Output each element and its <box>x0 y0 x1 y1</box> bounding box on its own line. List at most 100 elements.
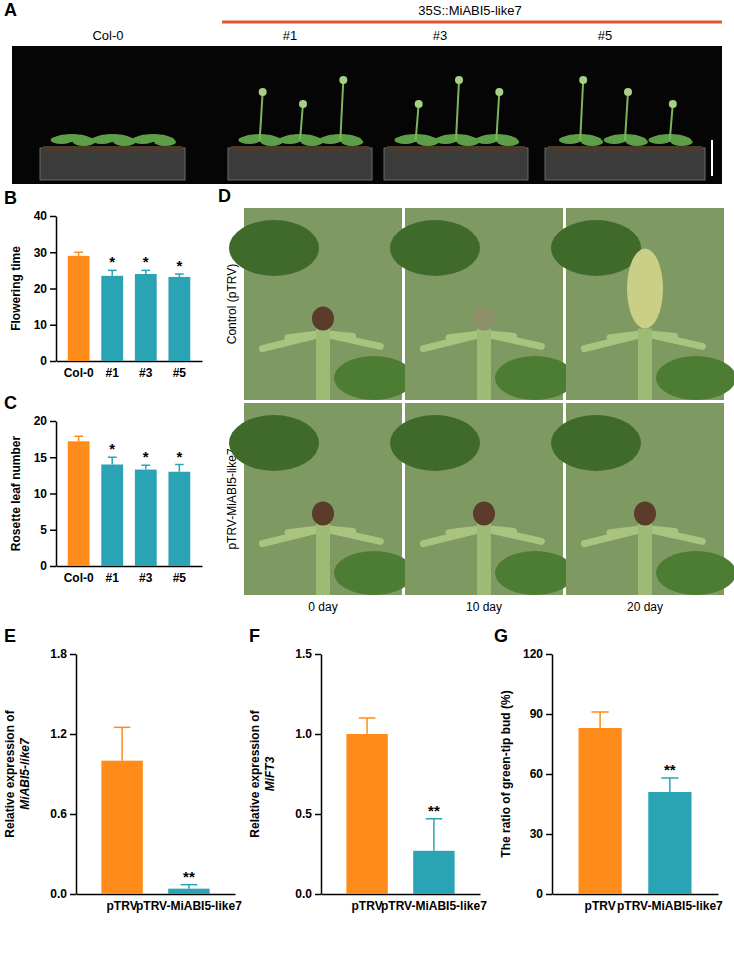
marks <box>68 436 191 566</box>
bar <box>346 734 387 894</box>
tick-label: pTRV <box>585 899 616 913</box>
leaf <box>279 136 301 144</box>
stem <box>260 92 263 140</box>
petiole <box>262 334 323 349</box>
tick: pTRV <box>352 899 383 913</box>
leaf <box>495 356 575 400</box>
tick-label: pTRV-MiABI5-like7 <box>617 899 723 913</box>
petiole <box>645 529 702 542</box>
bar <box>101 465 123 567</box>
tick-label: 0.6 <box>50 807 67 821</box>
petiole <box>423 334 484 349</box>
tick-label: #1 <box>106 366 120 380</box>
photo-label: #3 <box>433 28 447 43</box>
x-axis: pTRVpTRV-MiABI5-like7 <box>322 895 488 913</box>
y-axis: 05101520 <box>34 414 57 573</box>
tick-mark <box>546 714 552 716</box>
bar-chart: 0.00.51.01.5pTRVpTRV-MiABI5-like7**Relat… <box>248 626 487 913</box>
axis-line <box>553 894 719 896</box>
leaf <box>229 220 319 276</box>
tick: 20 <box>34 414 56 428</box>
stem <box>477 524 491 595</box>
error-bar <box>141 465 150 469</box>
error-line <box>111 457 113 464</box>
axis-title: Rosette leaf number <box>9 435 23 551</box>
significance: * <box>176 448 182 465</box>
tick: pTRV-MiABI5-like7 <box>381 899 487 913</box>
leaf <box>551 415 641 471</box>
panel-letter: B <box>4 188 17 208</box>
tick-label: 0 <box>536 887 543 901</box>
error-line <box>669 778 671 792</box>
tick: 10 <box>34 487 56 501</box>
tick: 60 <box>530 767 552 781</box>
tick-label: 30 <box>530 827 544 841</box>
bar <box>135 470 157 566</box>
error-bar <box>661 778 678 792</box>
marks <box>68 252 191 361</box>
axis-title: MiFT3 <box>263 756 277 791</box>
tick-label: 0 <box>40 354 47 368</box>
tick-mark <box>50 457 56 459</box>
tick-label: 0.0 <box>50 887 67 901</box>
petiole <box>423 529 484 544</box>
bud <box>627 249 663 329</box>
tick-label: #3 <box>139 366 153 380</box>
stem <box>300 104 303 140</box>
petiole <box>484 529 541 542</box>
error-line <box>599 712 601 728</box>
bar-chart: 0.00.61.21.8pTRVpTRV-MiABI5-like7**Relat… <box>3 626 242 913</box>
petiole <box>323 334 380 347</box>
tick-label: 20 <box>34 282 48 296</box>
stem <box>638 329 652 400</box>
error-bar <box>74 252 83 256</box>
tick-label: #5 <box>173 366 187 380</box>
panel-letter: D <box>218 186 231 206</box>
tick: 1.0 <box>295 727 321 741</box>
flower <box>415 100 423 108</box>
leaf <box>334 356 414 400</box>
axis-line <box>77 894 236 896</box>
bar <box>68 441 90 566</box>
header: 35S::MiABI5-like7 <box>418 3 521 18</box>
figure: A35S::MiABI5-like7Col-0#1#3#5DControl (p… <box>0 0 734 978</box>
petiole <box>323 529 380 542</box>
soil <box>548 146 702 152</box>
error-line <box>111 270 113 275</box>
column-label: 0 day <box>308 600 337 614</box>
tick: #5 <box>173 366 187 380</box>
tick-label: 5 <box>40 523 47 537</box>
bar <box>168 472 190 566</box>
tick-label: #1 <box>106 571 120 585</box>
error-bar <box>108 457 117 464</box>
error-bar <box>108 270 117 275</box>
tray <box>40 148 185 180</box>
axis-title: MiABI5-like7 <box>18 737 32 810</box>
tick-label: 0.0 <box>295 887 312 901</box>
axis-title: Relative expression of <box>248 709 262 837</box>
tick-label: 90 <box>530 707 544 721</box>
soil <box>231 146 369 152</box>
error-bar <box>359 718 376 734</box>
header-line <box>222 21 722 24</box>
tick: pTRV <box>585 899 616 913</box>
error-cap <box>74 252 83 254</box>
error-cap <box>74 435 83 437</box>
bar <box>579 728 622 894</box>
leaf <box>475 136 497 144</box>
leaf <box>648 136 670 144</box>
tick-mark <box>70 654 76 656</box>
panel-letter: G <box>494 626 508 646</box>
tick-mark <box>315 814 321 816</box>
tick: #1 <box>106 366 120 380</box>
tick: Col-0 <box>64 366 94 380</box>
tick-label: pTRV <box>352 899 383 913</box>
column-label: 20 day <box>627 600 663 614</box>
stem <box>670 104 673 140</box>
bar-chart: 05101520Col-0#1#3#5***Rosette leaf numbe… <box>4 393 203 585</box>
error-cap <box>359 717 376 719</box>
x-axis: Col-0 #1 #3 #5 <box>57 362 203 380</box>
tick: 0 <box>40 354 56 368</box>
leaf <box>656 356 734 400</box>
significance: * <box>109 440 115 457</box>
